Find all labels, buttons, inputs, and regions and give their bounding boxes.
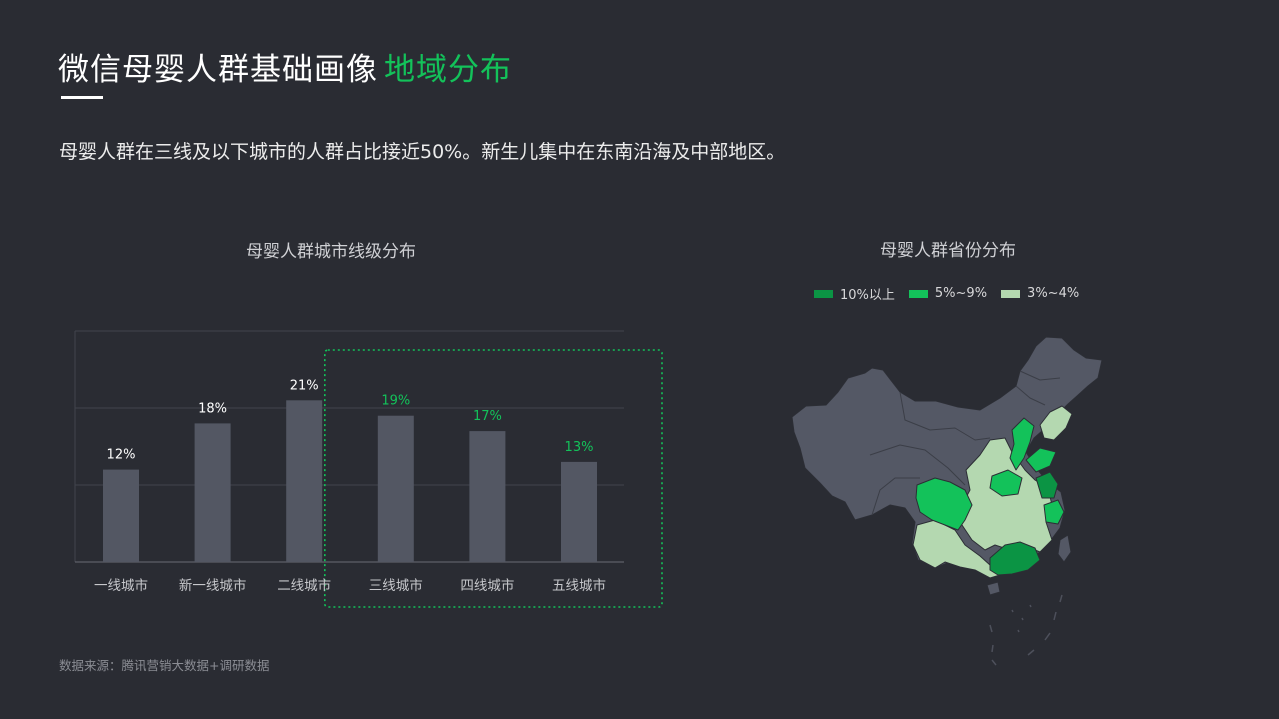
bar: [469, 431, 506, 562]
legend-swatch-high: [814, 289, 833, 298]
legend-swatch-mid: [908, 289, 928, 298]
bar-chart-title: 母婴人群城市线级分布: [246, 242, 416, 262]
page-title: 微信母婴人群基础画像 地域分布: [58, 44, 512, 89]
map-region-dark-guangdong: [989, 541, 1041, 576]
page-subtitle: 母婴人群在三线及以下城市的人群占比接近50%。新生儿集中在东南沿海及中部地区。: [59, 141, 786, 163]
map-title: 母婴人群省份分布: [880, 241, 1016, 261]
legend-item-mid: 5%~9%: [908, 286, 988, 301]
map-region-mid-hebei: [1009, 417, 1035, 471]
map-region-taiwan: [1057, 534, 1072, 563]
map-region-mid-sichuan: [915, 477, 973, 531]
page-title-main: 微信母婴人群基础画像: [58, 52, 378, 88]
title-underline: [61, 96, 103, 99]
map-region-light-southwest: [912, 519, 1001, 579]
category-label: 一线城市: [94, 577, 148, 594]
legend-label-high: 10%以上: [840, 288, 895, 303]
data-label: 18%: [198, 401, 227, 416]
category-label: 四线城市: [460, 577, 514, 594]
legend-label-low: 3%~4%: [1027, 286, 1080, 301]
bar: [377, 415, 414, 562]
map-region-dark-jiangsu: [1035, 471, 1059, 499]
bar: [194, 423, 231, 562]
map-region-light-northeast: [1039, 405, 1073, 441]
bar: [286, 400, 323, 562]
map-legend: 10%以上 5%~9% 3%~4%: [814, 284, 1093, 303]
data-source-note: 数据来源：腾讯营销大数据+调研数据: [59, 658, 270, 673]
bar: [561, 461, 597, 562]
bar: [103, 469, 139, 562]
map-region-mid-zhejiang: [1043, 499, 1065, 525]
data-label: 19%: [381, 394, 410, 409]
map-region-mid-henan: [989, 469, 1023, 497]
category-label: 二线城市: [277, 577, 331, 594]
legend-label-mid: 5%~9%: [934, 286, 988, 301]
legend-item-high: 10%以上: [814, 284, 895, 303]
map-region-mid-shandong: [1025, 447, 1057, 473]
map-borders: [869, 370, 1061, 516]
data-label: 12%: [107, 448, 136, 463]
page-title-highlight: 地域分布: [384, 52, 512, 88]
map-south-sea-dashes: [989, 594, 1063, 666]
legend-swatch-low: [1001, 289, 1021, 298]
highlight-box: [323, 349, 663, 608]
data-label: 13%: [565, 440, 594, 455]
map-region-hainan: [986, 581, 1001, 596]
category-label: 五线城市: [552, 577, 606, 594]
data-label: 21%: [290, 378, 319, 393]
category-label: 新一线城市: [179, 577, 247, 594]
legend-item-low: 3%~4%: [1001, 286, 1079, 301]
data-label: 17%: [473, 409, 502, 424]
category-label: 三线城市: [369, 577, 423, 594]
